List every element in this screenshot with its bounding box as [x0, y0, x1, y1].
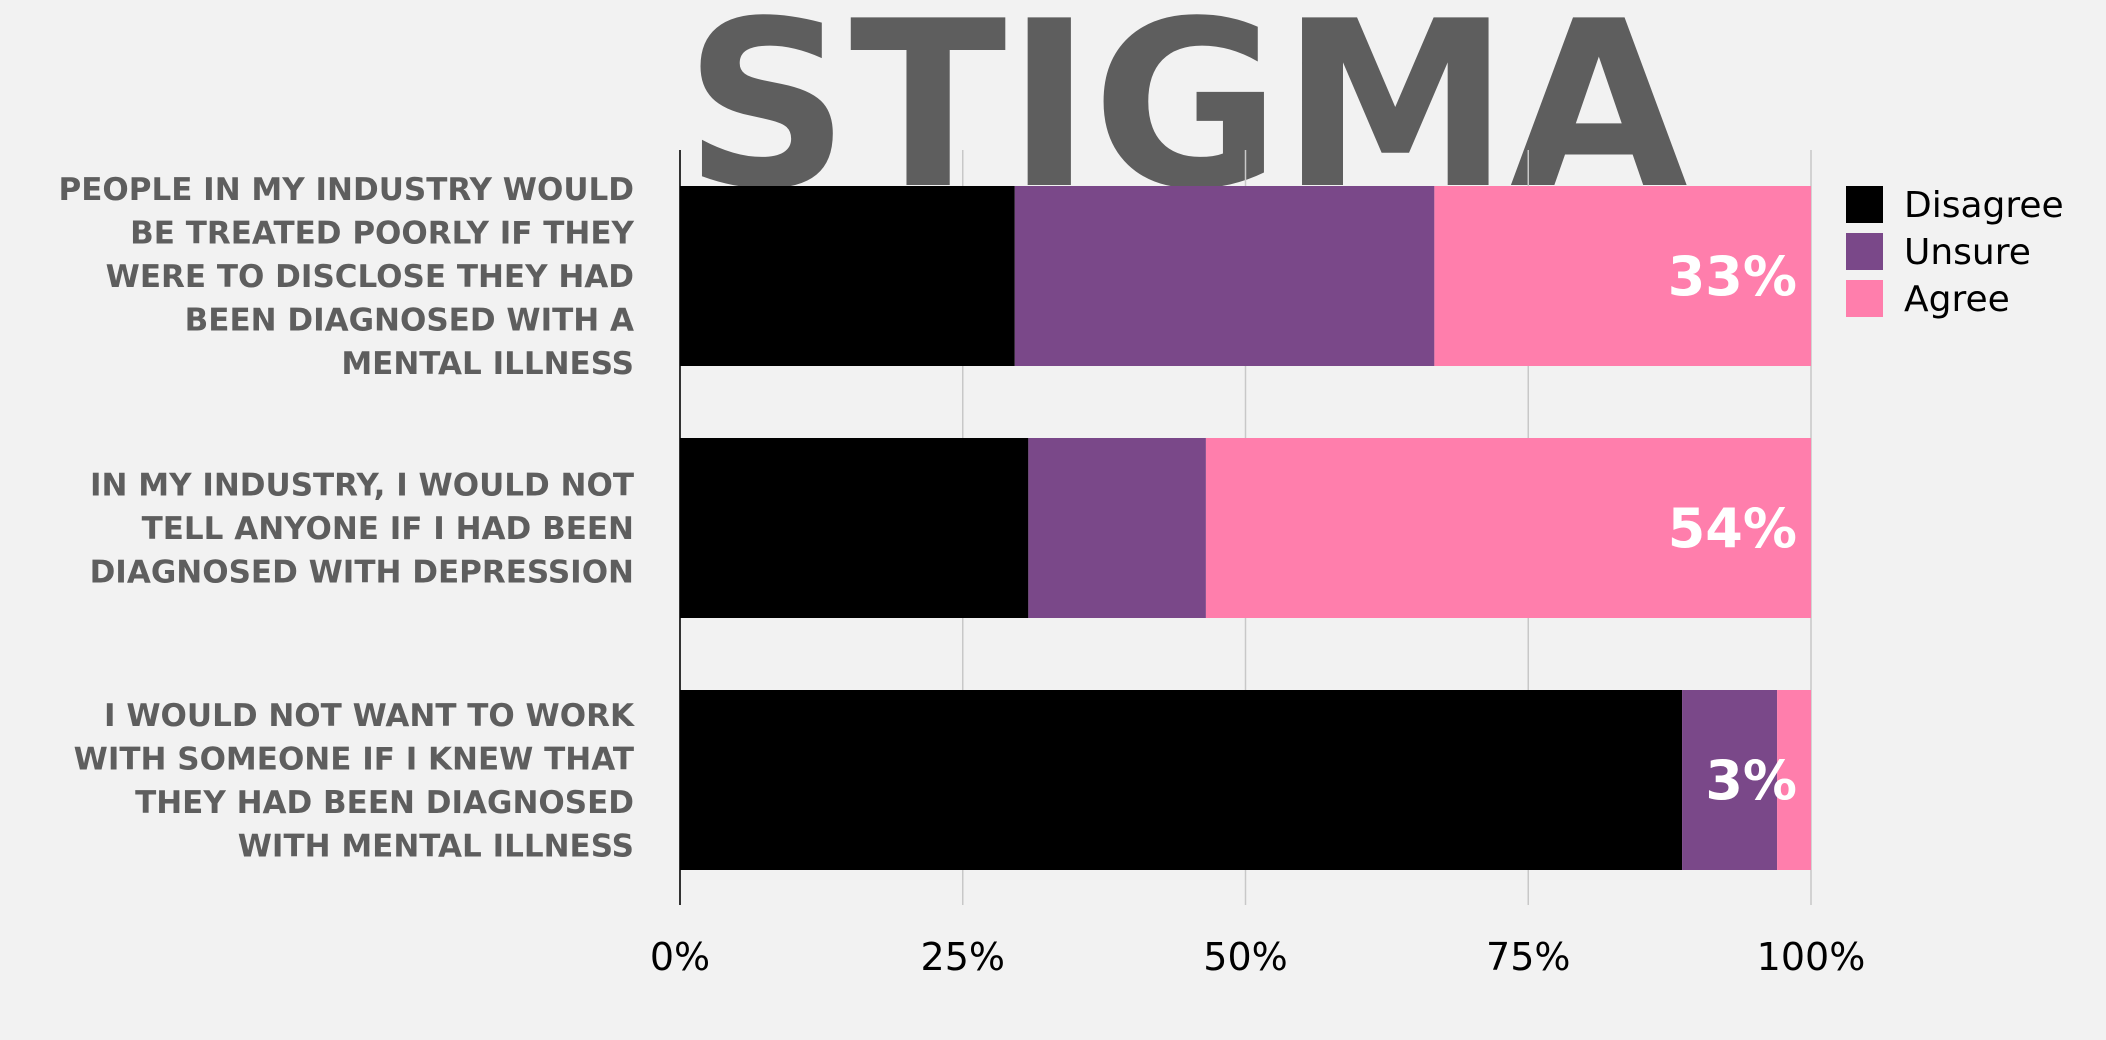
- bar-segment-unsure: [1014, 186, 1435, 366]
- data-label: 54%: [1668, 497, 1797, 560]
- legend-swatch-unsure: [1846, 233, 1883, 270]
- category-labels: PEOPLE IN MY INDUSTRY WOULD BE TREATED PO…: [58, 172, 635, 864]
- bar-segment-disagree: [680, 186, 1015, 366]
- x-axis-ticks: 0% 25% 50% 75% 100%: [650, 935, 1865, 979]
- bar-segment-disagree: [680, 690, 1683, 870]
- bar-segment-agree: [1205, 438, 1811, 618]
- x-tick-label: 25%: [921, 935, 1005, 979]
- category-label: IN MY INDUSTRY, I WOULD NOT TELL ANYONE I…: [90, 468, 634, 591]
- data-label: 3%: [1705, 749, 1797, 812]
- data-label: 33%: [1668, 245, 1797, 308]
- legend-label-disagree: Disagree: [1904, 185, 2064, 226]
- x-tick-label: 0%: [650, 935, 710, 979]
- x-tick-label: 50%: [1203, 935, 1287, 979]
- bar-segment-unsure: [1028, 438, 1206, 618]
- bars: 33% 54% 3%: [680, 186, 1811, 870]
- legend: Disagree Unsure Agree: [1846, 185, 2064, 320]
- x-tick-label: 100%: [1757, 935, 1866, 979]
- legend-swatch-disagree: [1846, 186, 1883, 223]
- legend-swatch-agree: [1846, 280, 1883, 317]
- bar-segment-unsure: [1682, 690, 1778, 870]
- legend-label-agree: Agree: [1904, 279, 2010, 320]
- x-tick-label: 75%: [1486, 935, 1570, 979]
- bar-segment-agree: [1777, 690, 1811, 870]
- category-label: PEOPLE IN MY INDUSTRY WOULD BE TREATED PO…: [58, 172, 634, 382]
- legend-label-unsure: Unsure: [1904, 232, 2031, 273]
- category-label: I WOULD NOT WANT TO WORK WITH SOMEONE IF …: [74, 698, 635, 865]
- bar-segment-agree: [1434, 186, 1811, 366]
- bar-segment-disagree: [680, 438, 1029, 618]
